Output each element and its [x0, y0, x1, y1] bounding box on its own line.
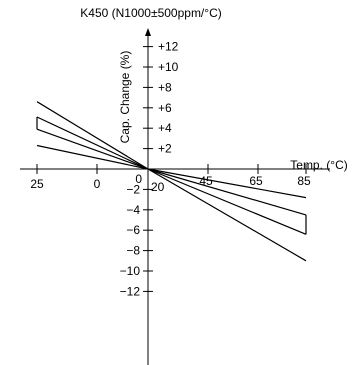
y-tick-label: −12	[120, 284, 141, 298]
series-line-4	[36, 144, 307, 199]
x-ticks: 25 0 20 45 65 85	[30, 164, 311, 194]
y-tick-label: −8	[126, 244, 140, 258]
y-ticks: +12 +10 +8 +6 +4 +2 0−2 −4 −6 −8 −10 −12	[120, 40, 179, 299]
x-tick-label: 0	[94, 177, 101, 191]
y-tick-label: +10	[158, 60, 179, 74]
y-tick-label: +12	[158, 40, 179, 54]
chart-title: K450 (N1000±500ppm/°C)	[80, 6, 221, 20]
y-tick-label: +6	[158, 101, 172, 115]
y-tick-label: −6	[126, 223, 140, 237]
x-tick-label: 25	[30, 177, 44, 191]
x-tick-label: 20	[151, 180, 165, 194]
y-tick-label: +4	[158, 121, 172, 135]
x-tick-label: 85	[297, 174, 311, 188]
y-tick-label: 0	[135, 172, 142, 186]
x-tick-label: 65	[249, 174, 263, 188]
y-tick-label: −10	[120, 264, 141, 278]
y-tick-label: −4	[126, 203, 140, 217]
y-axis-arrow	[145, 28, 151, 36]
y-axis-label: Cap. Change (%)	[118, 51, 132, 144]
series-group	[36, 101, 307, 262]
y-tick-label: −2	[126, 182, 140, 196]
x-axis-label: Temp. (°C)	[290, 158, 347, 172]
y-tick-label: +2	[158, 142, 172, 156]
y-tick-label: +8	[158, 80, 172, 94]
